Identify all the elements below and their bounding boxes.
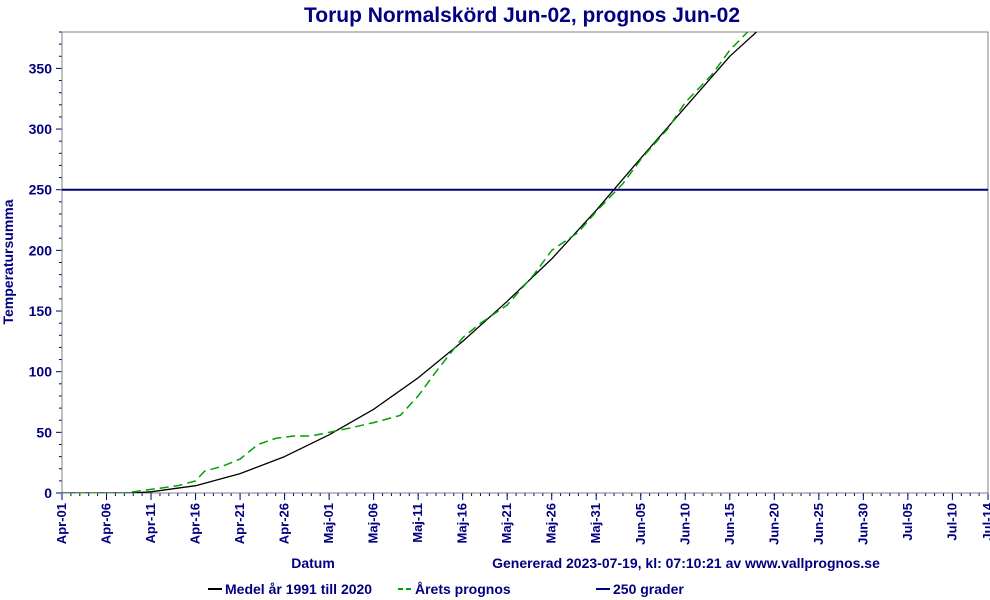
y-axis-ticks: 0 50 100 150 200 250 300 350 [29,31,62,501]
y-tick-label: 200 [29,242,53,258]
plot-area [61,31,989,494]
x-tick-label: Apr-16 [188,503,203,544]
x-tick-label: Jun-25 [811,503,826,545]
y-tick-label: 50 [36,424,52,440]
x-tick-label: Apr-26 [277,503,292,544]
legend: Medel år 1991 till 2020 Årets prognos 250 … [208,581,684,597]
legend-label: Medel år 1991 till 2020 [225,581,372,597]
y-tick-label: 150 [29,303,53,319]
y-tick-label: 0 [44,485,52,501]
x-tick-label: Apr-11 [143,503,158,543]
y-tick-label: 350 [29,60,53,76]
x-tick-label: Maj-11 [410,503,425,543]
x-tick-label: Jun-15 [722,503,737,545]
x-tick-label: Jul-05 [900,503,915,541]
series-lines [62,31,988,493]
x-axis-ticks: Apr-01 Apr-06 Apr-11 Apr-16 Apr-21 Apr-26 Maj-… [54,493,990,545]
y-axis-label: Temperatursumma [0,199,16,324]
x-tick-label: Maj-16 [455,503,470,543]
x-tick-label: Apr-06 [99,503,114,544]
y-tick-label: 300 [29,121,53,137]
x-tick-label: Jul-14 [980,502,990,540]
x-tick-label: Jul-10 [944,503,959,541]
x-tick-label: Apr-01 [54,503,69,544]
legend-label: Årets prognos [415,581,511,597]
series-prognos-line [62,31,749,493]
x-tick-label: Maj-21 [499,503,514,543]
chart-title: Torup Normalskörd Jun-02, prognos Jun-02 [304,4,740,27]
x-tick-label: Maj-26 [544,503,559,543]
x-tick-label: Jun-05 [633,503,648,545]
x-tick-label: Jun-20 [766,503,781,545]
x-tick-label: Maj-31 [588,503,603,543]
x-tick-label: Apr-21 [232,503,247,544]
y-tick-label: 250 [29,182,53,198]
x-axis-label: Datum [291,555,335,571]
x-tick-label: Jun-30 [855,503,870,545]
generated-footer: Genererad 2023-07-19, kl: 07:10:21 av ww… [492,555,880,571]
y-tick-label: 100 [29,364,53,380]
legend-label: 250 grader [613,581,684,597]
x-tick-label: Maj-01 [321,503,336,543]
series-medel-line [62,31,757,493]
x-tick-label: Maj-06 [366,503,381,543]
x-tick-label: Jun-10 [677,503,692,545]
